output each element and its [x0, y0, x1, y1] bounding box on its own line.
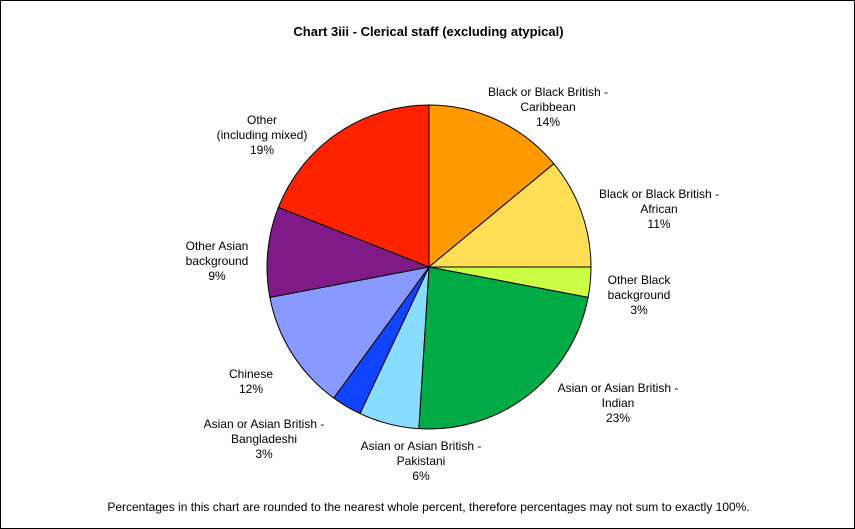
slice-label-line: Asian or Asian British - [203, 417, 325, 431]
slice-label-5: Asian or Asian British - Bangladeshi 3% [204, 417, 325, 462]
slice-percent: 3% [630, 303, 648, 317]
slice-label-3: Asian or Asian British - Indian 23% [558, 381, 679, 426]
slice-percent: 11% [647, 217, 671, 231]
slice-label-line: Black or Black British - [487, 85, 609, 99]
slice-percent: 14% [535, 115, 561, 129]
slice-label-line: Indian [601, 396, 635, 410]
slice-percent: 23% [605, 411, 631, 425]
slice-label-line: Asian or Asian British - [360, 439, 482, 453]
slice-label-line: Asian or Asian British - [557, 381, 679, 395]
pie-chart [266, 104, 592, 430]
pie-slice-8 [277, 104, 430, 268]
slice-label-6: Chinese 12% [229, 367, 273, 397]
slice-label-7: Other Asian background 9% [186, 239, 249, 284]
slice-label-line: Chinese [228, 367, 274, 381]
slice-label-line: Other [246, 113, 278, 127]
pie-slice-7 [266, 206, 431, 298]
slice-label-2: Other Black background 3% [608, 273, 671, 318]
pie-slice-0 [428, 104, 555, 269]
pie-slice-1 [427, 163, 592, 268]
slice-label-4: Asian or Asian British - Pakistani 6% [361, 439, 482, 484]
slice-percent: 12% [238, 382, 264, 396]
pie-slice-3 [418, 266, 589, 430]
slice-label-0: Black or Black British - Caribbean 14% [488, 85, 608, 130]
slice-label-line: Caribbean [520, 100, 576, 114]
chart-footnote: Percentages in this chart are rounded to… [107, 500, 750, 514]
slice-label-line: African [640, 202, 678, 216]
slice-label-line: (including mixed) [216, 128, 308, 142]
slice-label-1: Black or Black British - African 11% [599, 187, 719, 232]
slice-label-line: Bangladeshi [230, 432, 298, 446]
slice-percent: 3% [255, 447, 273, 461]
slice-label-line: Black or Black British - [598, 187, 720, 201]
slice-percent: 6% [412, 469, 430, 483]
chart-title: Chart 3iii - Clerical staff (excluding a… [293, 24, 564, 39]
slice-label-line: background [185, 254, 249, 268]
slice-label-line: background [607, 288, 671, 302]
slice-label-line: Other Asian [185, 239, 249, 253]
slice-label-8: Other (including mixed) 19% [217, 113, 308, 158]
slice-percent: 9% [208, 269, 226, 283]
pie-slice-6 [269, 266, 431, 399]
slice-percent: 19% [249, 143, 275, 157]
slice-label-line: Other Black [607, 273, 671, 287]
slice-label-line: Pakistani [396, 454, 446, 468]
